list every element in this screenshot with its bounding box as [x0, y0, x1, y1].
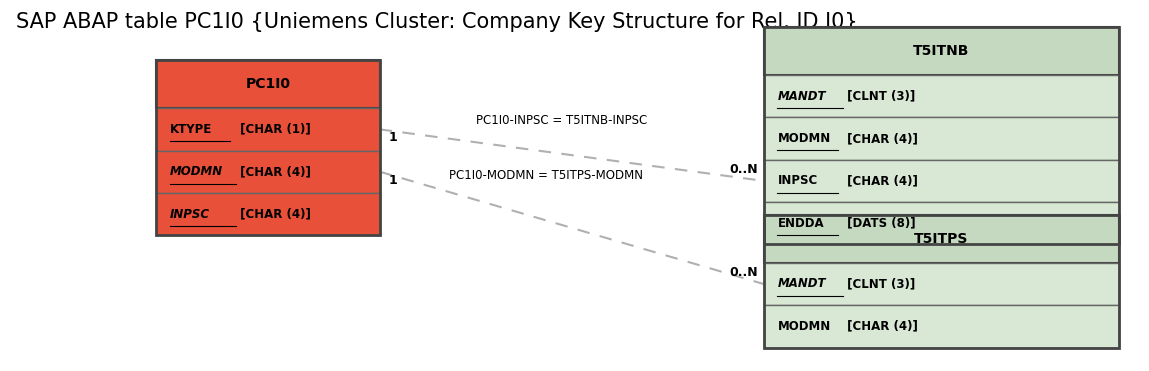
- Text: [CHAR (4)]: [CHAR (4)]: [236, 207, 310, 220]
- Text: PC1I0: PC1I0: [246, 77, 291, 91]
- Text: [CHAR (1)]: [CHAR (1)]: [236, 123, 310, 136]
- Text: MANDT: MANDT: [778, 278, 826, 290]
- FancyBboxPatch shape: [156, 151, 379, 193]
- Text: MODMN: MODMN: [170, 165, 223, 178]
- Text: 1: 1: [388, 131, 398, 144]
- FancyBboxPatch shape: [764, 75, 1119, 117]
- Text: MODMN: MODMN: [778, 320, 831, 333]
- Text: INPSC: INPSC: [778, 174, 818, 187]
- Text: MANDT: MANDT: [778, 90, 826, 103]
- Text: 0..N: 0..N: [730, 266, 758, 279]
- FancyBboxPatch shape: [764, 215, 1119, 263]
- Text: T5ITNB: T5ITNB: [913, 44, 970, 58]
- FancyBboxPatch shape: [764, 160, 1119, 202]
- Text: [CHAR (4)]: [CHAR (4)]: [843, 174, 918, 187]
- FancyBboxPatch shape: [764, 117, 1119, 160]
- Text: ENDDA: ENDDA: [778, 217, 824, 230]
- Text: SAP ABAP table PC1I0 {Uniemens Cluster: Company Key Structure for Rel. ID I0}: SAP ABAP table PC1I0 {Uniemens Cluster: …: [16, 13, 858, 32]
- FancyBboxPatch shape: [156, 60, 379, 108]
- Text: MODMN: MODMN: [778, 132, 831, 145]
- Text: [CHAR (4)]: [CHAR (4)]: [236, 165, 310, 178]
- FancyBboxPatch shape: [764, 263, 1119, 305]
- Text: 0..N: 0..N: [730, 163, 758, 176]
- Text: INPSC: INPSC: [170, 207, 210, 220]
- Text: [CHAR (4)]: [CHAR (4)]: [843, 320, 918, 333]
- Text: PC1I0-MODMN = T5ITPS-MODMN: PC1I0-MODMN = T5ITPS-MODMN: [449, 169, 642, 182]
- Text: [CLNT (3)]: [CLNT (3)]: [843, 90, 916, 103]
- Text: 1: 1: [388, 174, 398, 187]
- Text: [DATS (8)]: [DATS (8)]: [843, 217, 916, 230]
- FancyBboxPatch shape: [156, 193, 379, 235]
- FancyBboxPatch shape: [156, 108, 379, 151]
- FancyBboxPatch shape: [764, 27, 1119, 75]
- Text: T5ITPS: T5ITPS: [915, 232, 969, 246]
- Text: [CHAR (4)]: [CHAR (4)]: [843, 132, 918, 145]
- Text: KTYPE: KTYPE: [170, 123, 213, 136]
- FancyBboxPatch shape: [764, 305, 1119, 348]
- Text: PC1I0-INPSC = T5ITNB-INPSC: PC1I0-INPSC = T5ITNB-INPSC: [476, 114, 647, 127]
- FancyBboxPatch shape: [764, 202, 1119, 244]
- Text: [CLNT (3)]: [CLNT (3)]: [843, 278, 916, 290]
